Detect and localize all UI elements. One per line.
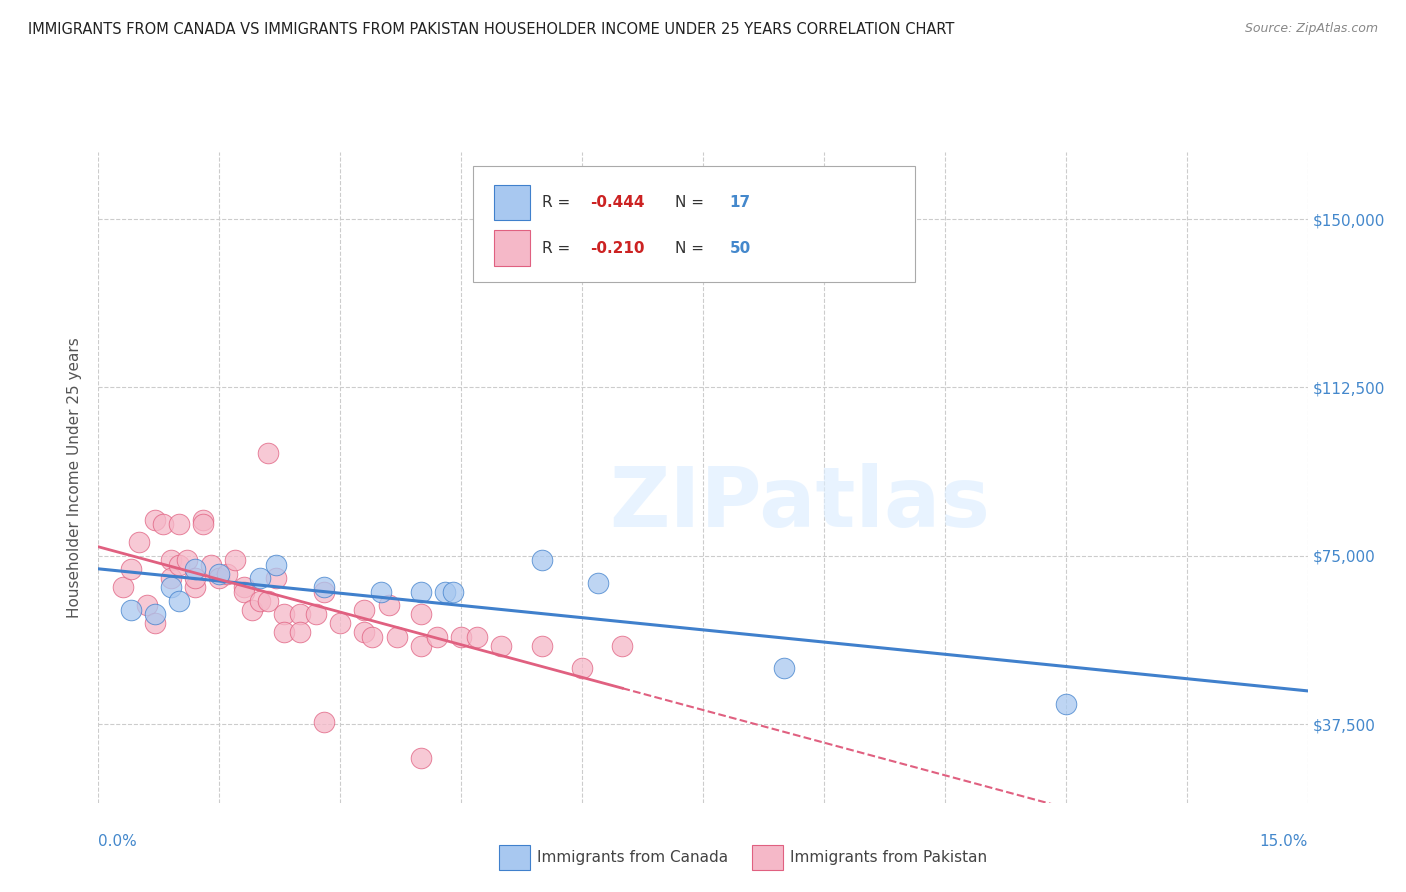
Point — [385, 630, 408, 644]
Point — [273, 607, 295, 622]
Point — [273, 625, 295, 640]
Point — [167, 517, 190, 532]
Point — [193, 513, 215, 527]
Point — [288, 625, 311, 640]
Point — [409, 751, 432, 765]
Point — [167, 593, 190, 607]
Point — [249, 593, 271, 607]
Point — [1054, 697, 1077, 711]
Point — [143, 513, 166, 527]
Point — [232, 584, 254, 599]
Point — [193, 517, 215, 532]
Text: Source: ZipAtlas.com: Source: ZipAtlas.com — [1244, 22, 1378, 36]
Text: 0.0%: 0.0% — [98, 834, 138, 849]
Text: R =: R = — [543, 195, 575, 210]
Point — [264, 558, 287, 572]
Point — [240, 603, 263, 617]
Point — [160, 553, 183, 567]
Text: Immigrants from Canada: Immigrants from Canada — [537, 850, 728, 864]
FancyBboxPatch shape — [474, 166, 915, 282]
Text: IMMIGRANTS FROM CANADA VS IMMIGRANTS FROM PAKISTAN HOUSEHOLDER INCOME UNDER 25 Y: IMMIGRANTS FROM CANADA VS IMMIGRANTS FRO… — [28, 22, 955, 37]
Y-axis label: Householder Income Under 25 years: Householder Income Under 25 years — [67, 337, 83, 617]
Point — [135, 598, 157, 612]
Point — [314, 580, 336, 594]
Point — [184, 562, 207, 576]
Point — [120, 603, 142, 617]
Point — [111, 580, 134, 594]
Point — [530, 639, 553, 653]
Point — [288, 607, 311, 622]
Point — [426, 630, 449, 644]
Point — [217, 566, 239, 581]
Point — [370, 584, 392, 599]
Point — [160, 580, 183, 594]
Point — [772, 661, 794, 675]
Text: -0.210: -0.210 — [591, 241, 645, 255]
Point — [208, 571, 231, 585]
Point — [353, 603, 375, 617]
Point — [264, 571, 287, 585]
Point — [143, 607, 166, 622]
Point — [530, 553, 553, 567]
Point — [200, 558, 222, 572]
Point — [353, 625, 375, 640]
FancyBboxPatch shape — [494, 230, 530, 266]
Text: Immigrants from Pakistan: Immigrants from Pakistan — [790, 850, 987, 864]
Point — [305, 607, 328, 622]
Point — [128, 535, 150, 549]
Point — [465, 630, 488, 644]
Point — [491, 639, 513, 653]
Point — [256, 445, 278, 459]
Point — [184, 580, 207, 594]
Point — [409, 584, 432, 599]
Point — [612, 639, 634, 653]
Point — [120, 562, 142, 576]
Point — [409, 639, 432, 653]
Text: N =: N = — [675, 195, 709, 210]
Text: 15.0%: 15.0% — [1260, 834, 1308, 849]
Point — [176, 553, 198, 567]
Point — [232, 580, 254, 594]
Point — [361, 630, 384, 644]
Point — [434, 584, 457, 599]
Point — [441, 584, 464, 599]
Point — [571, 661, 593, 675]
FancyBboxPatch shape — [494, 185, 530, 220]
Point — [409, 607, 432, 622]
Point — [314, 714, 336, 729]
Point — [329, 616, 352, 631]
Point — [208, 566, 231, 581]
Text: -0.444: -0.444 — [591, 195, 645, 210]
Text: R =: R = — [543, 241, 575, 255]
Point — [256, 593, 278, 607]
Point — [160, 571, 183, 585]
Text: 50: 50 — [730, 241, 751, 255]
Point — [224, 553, 246, 567]
Text: N =: N = — [675, 241, 709, 255]
Point — [314, 584, 336, 599]
Point — [249, 571, 271, 585]
Point — [152, 517, 174, 532]
Point — [377, 598, 399, 612]
Point — [184, 571, 207, 585]
Point — [450, 630, 472, 644]
Text: 17: 17 — [730, 195, 751, 210]
Point — [143, 616, 166, 631]
Text: ZIPatlas: ZIPatlas — [609, 463, 990, 544]
Point — [167, 558, 190, 572]
Point — [586, 575, 609, 590]
